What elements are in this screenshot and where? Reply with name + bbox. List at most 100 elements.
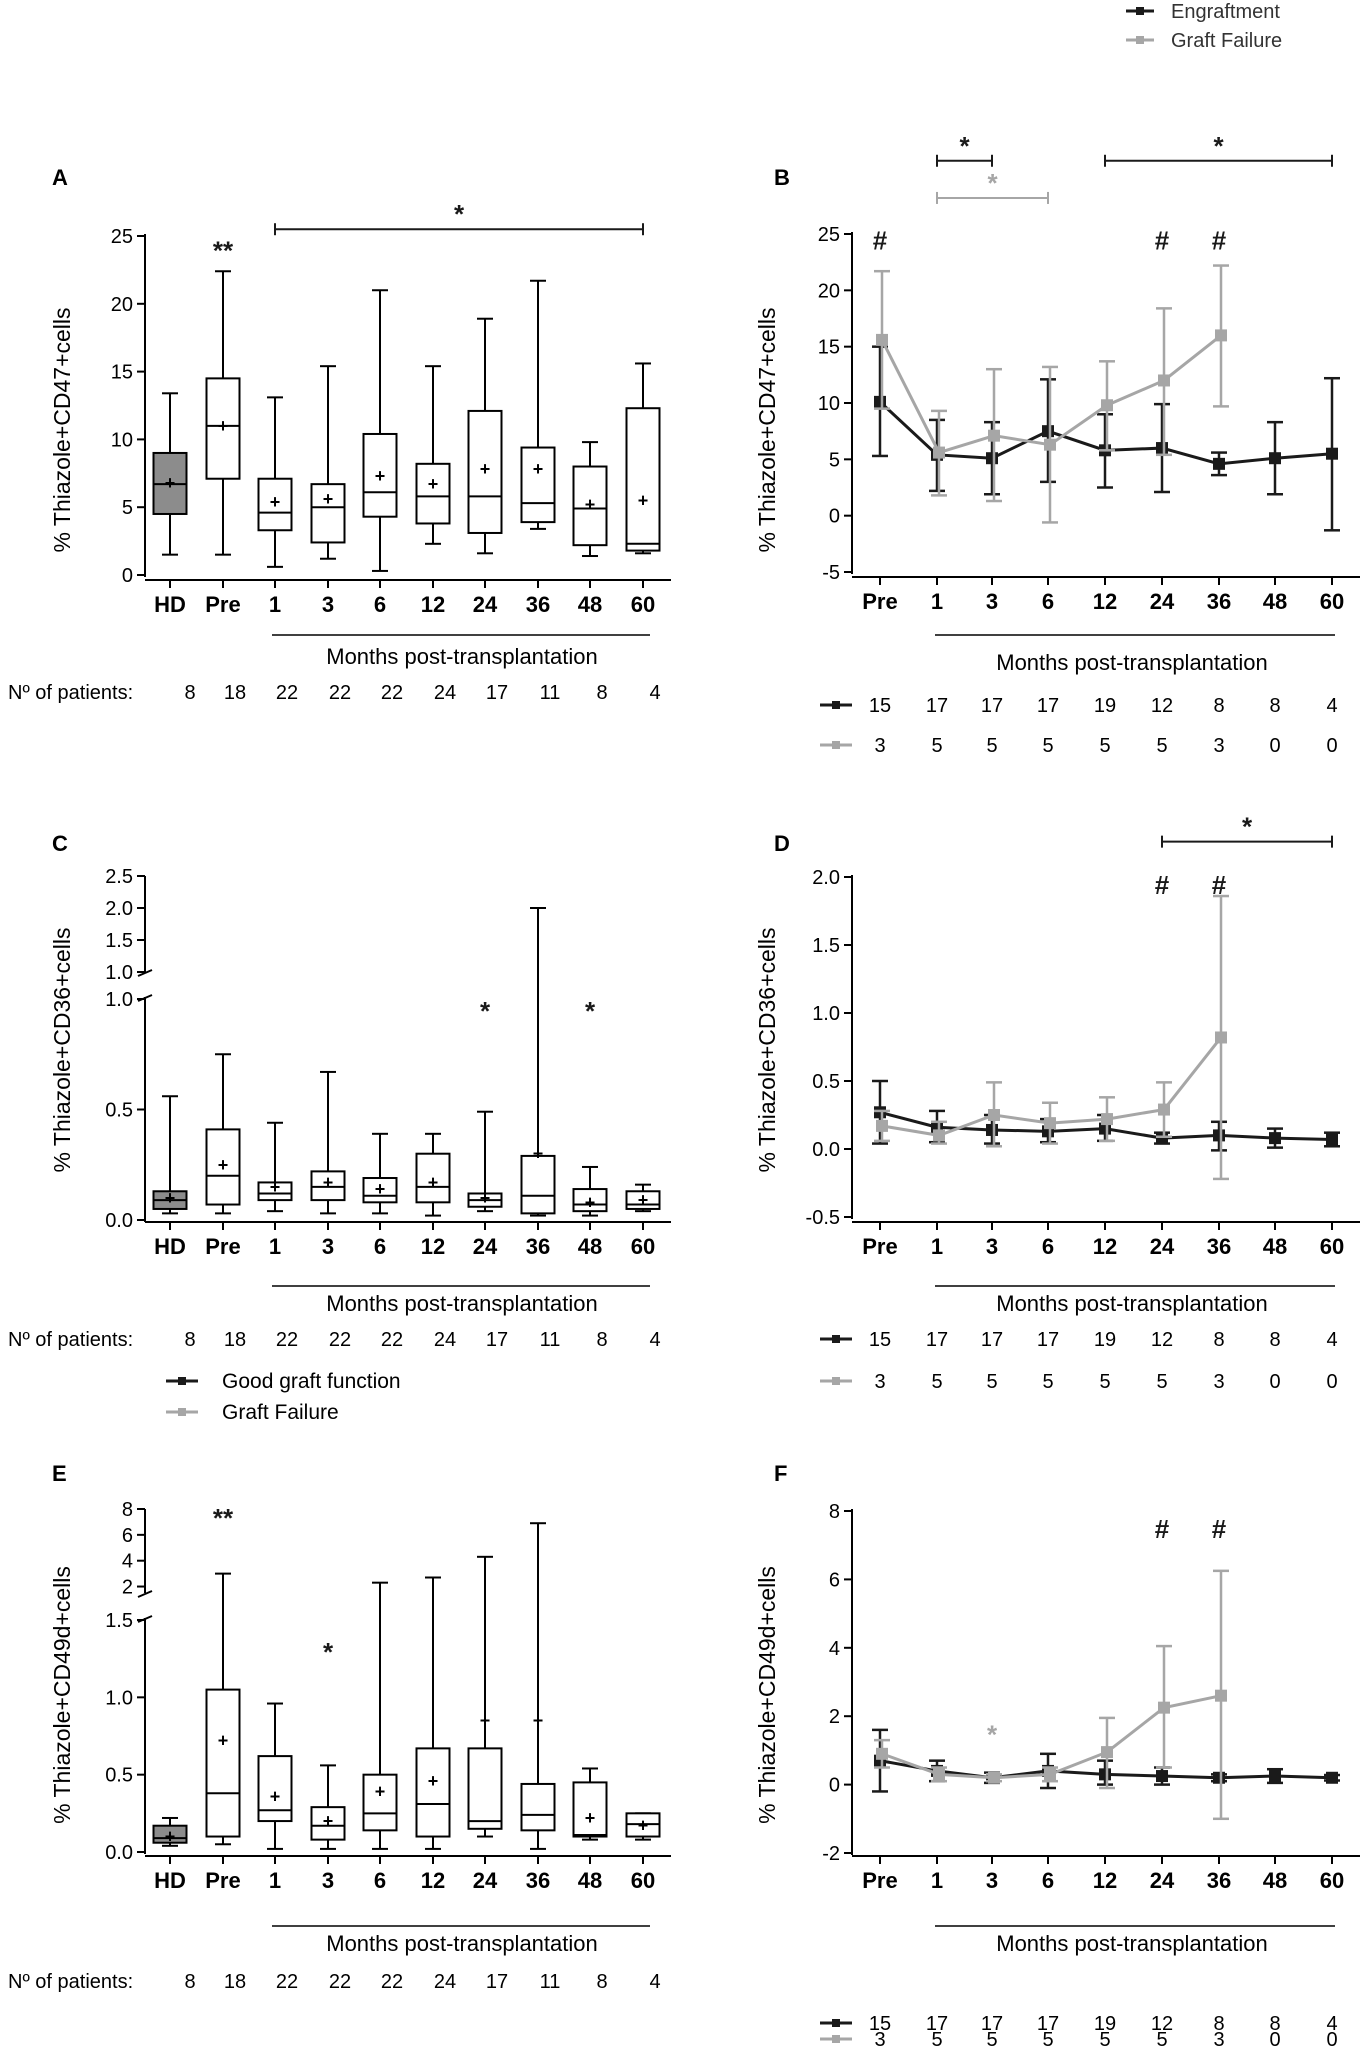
x-tick-label-c: 3 bbox=[322, 1234, 334, 1259]
chart-c: 0.00.51.01.01.52.02.5HD Pre 1 3 6 12 24 36 48 60+… bbox=[105, 866, 671, 1351]
patient-count-f: 4 bbox=[1326, 2013, 1337, 2035]
y-tick-label-a: 5 bbox=[122, 497, 133, 519]
x-tick-label-d: 6 bbox=[1042, 1234, 1054, 1259]
x-tick-label-f: 6 bbox=[1042, 1868, 1054, 1893]
legend-label-graft-failure: Graft Failure bbox=[222, 1401, 339, 1424]
box-body bbox=[362, 432, 398, 518]
data-point bbox=[933, 1129, 945, 1142]
annotation-e: ** bbox=[213, 1503, 234, 1533]
panel-letter-a: A bbox=[52, 165, 68, 190]
months-label-a: Months post-transplantation bbox=[326, 644, 598, 669]
patients-label-e: Nº of patients: bbox=[8, 1971, 133, 1993]
annotation-b: * bbox=[1213, 131, 1224, 161]
data-point bbox=[874, 395, 886, 408]
data-point bbox=[1101, 399, 1113, 412]
y-tick-label-e: 1.5 bbox=[105, 1610, 133, 1632]
box-mean-marker: + bbox=[533, 459, 544, 479]
box-a-12: + bbox=[415, 365, 451, 545]
patient-count-e: 18 bbox=[224, 1971, 246, 1993]
x-tick-label-c: 1 bbox=[269, 1234, 281, 1259]
box-body bbox=[520, 1154, 556, 1215]
y-tick-label-e: 6 bbox=[122, 1525, 133, 1547]
box-body bbox=[310, 483, 346, 544]
y-tick-label-b: 0 bbox=[829, 506, 840, 528]
months-label-f: Months post-transplantation bbox=[996, 1931, 1268, 1956]
data-point bbox=[1042, 425, 1054, 438]
box-mean-marker: + bbox=[638, 490, 649, 510]
series-b-failure bbox=[874, 264, 1229, 524]
y-tick-label-c: 1.0 bbox=[105, 962, 133, 984]
x-tick-label-c: 48 bbox=[578, 1234, 602, 1259]
box-c-60: + bbox=[625, 1183, 661, 1213]
y-tick-label-d: 2.0 bbox=[812, 867, 840, 889]
x-tick-label-b: 1 bbox=[931, 589, 943, 614]
box-mean-marker: + bbox=[428, 1771, 439, 1791]
box-a-HD: + bbox=[152, 392, 188, 556]
box-body bbox=[362, 1773, 398, 1832]
box-mean-marker: + bbox=[585, 494, 596, 514]
data-point bbox=[876, 1747, 888, 1760]
patient-count-b: 5 bbox=[1099, 735, 1110, 757]
data-point bbox=[1213, 457, 1225, 470]
x-tick-label-b: 24 bbox=[1150, 589, 1175, 614]
patient-count-b: 3 bbox=[1213, 735, 1224, 757]
x-tick-label-b: 6 bbox=[1042, 589, 1054, 614]
x-tick-label-e: 6 bbox=[374, 1868, 386, 1893]
patient-count-f: 12 bbox=[1151, 2013, 1173, 2035]
patient-count-a: 22 bbox=[276, 682, 298, 704]
panel-letter-e: E bbox=[52, 1461, 67, 1486]
box-body bbox=[205, 1128, 241, 1206]
box-body bbox=[415, 1747, 451, 1838]
y-tick-label-d: 0.5 bbox=[812, 1071, 840, 1093]
legend-marker-graft-failure bbox=[178, 1408, 186, 1416]
data-point bbox=[874, 1106, 886, 1119]
box-a-Pre: + bbox=[205, 270, 241, 556]
patients-label-a: Nº of patients: bbox=[8, 682, 133, 704]
x-tick-label-d: 48 bbox=[1263, 1234, 1287, 1259]
patient-count-c: 17 bbox=[486, 1329, 508, 1351]
data-point bbox=[988, 1109, 1000, 1121]
x-tick-label-f: 60 bbox=[1320, 1868, 1344, 1893]
data-point bbox=[1215, 1031, 1227, 1044]
y-tick-label-c: 2.5 bbox=[105, 866, 133, 888]
patient-count-c: 22 bbox=[381, 1329, 403, 1351]
data-point bbox=[1326, 447, 1338, 460]
x-tick-label-a: 48 bbox=[578, 592, 602, 617]
x-tick-label-b: 60 bbox=[1320, 589, 1344, 614]
box-e-1: + bbox=[257, 1702, 293, 1850]
data-point bbox=[1044, 1117, 1056, 1130]
patient-count-d: 12 bbox=[1151, 1329, 1173, 1351]
patient-count-d: 5 bbox=[1156, 1371, 1167, 1393]
patient-count-a: 22 bbox=[381, 682, 403, 704]
patient-count-b: 5 bbox=[986, 735, 997, 757]
patient-count-a: 17 bbox=[486, 682, 508, 704]
months-label-c: Months post-transplantation bbox=[326, 1291, 598, 1316]
ylabel-a: % Thiazole+CD47+cells bbox=[49, 307, 75, 552]
x-tick-label-c: 36 bbox=[526, 1234, 550, 1259]
x-tick-label-c: 6 bbox=[374, 1234, 386, 1259]
box-a-24: + bbox=[467, 317, 503, 555]
box-mean-marker: + bbox=[323, 1811, 334, 1831]
box-body bbox=[520, 446, 556, 524]
data-point bbox=[1326, 1771, 1338, 1784]
x-tick-label-f: 3 bbox=[986, 1868, 998, 1893]
box-mean-marker: + bbox=[533, 1711, 544, 1731]
box-body bbox=[572, 1781, 608, 1838]
patient-count-f: 8 bbox=[1269, 2013, 1280, 2035]
patient-count-f: 3 bbox=[1213, 2029, 1224, 2049]
y-tick-label-a: 25 bbox=[111, 226, 133, 248]
box-mean-marker: + bbox=[585, 1808, 596, 1828]
annotation-b: # bbox=[1212, 226, 1227, 256]
box-mean-marker: + bbox=[375, 1179, 386, 1199]
annotation-c: * bbox=[480, 996, 491, 1026]
patient-count-f: 5 bbox=[1042, 2029, 1053, 2049]
x-tick-label-c: 12 bbox=[421, 1234, 445, 1259]
x-tick-label-f: 1 bbox=[931, 1868, 943, 1893]
annotation-a: * bbox=[454, 199, 465, 229]
annotation-e: * bbox=[323, 1637, 334, 1667]
patient-count-f: 17 bbox=[981, 2013, 1003, 2035]
data-point bbox=[986, 452, 998, 465]
annotation-f: # bbox=[1155, 1514, 1170, 1544]
data-point bbox=[1269, 1770, 1281, 1783]
